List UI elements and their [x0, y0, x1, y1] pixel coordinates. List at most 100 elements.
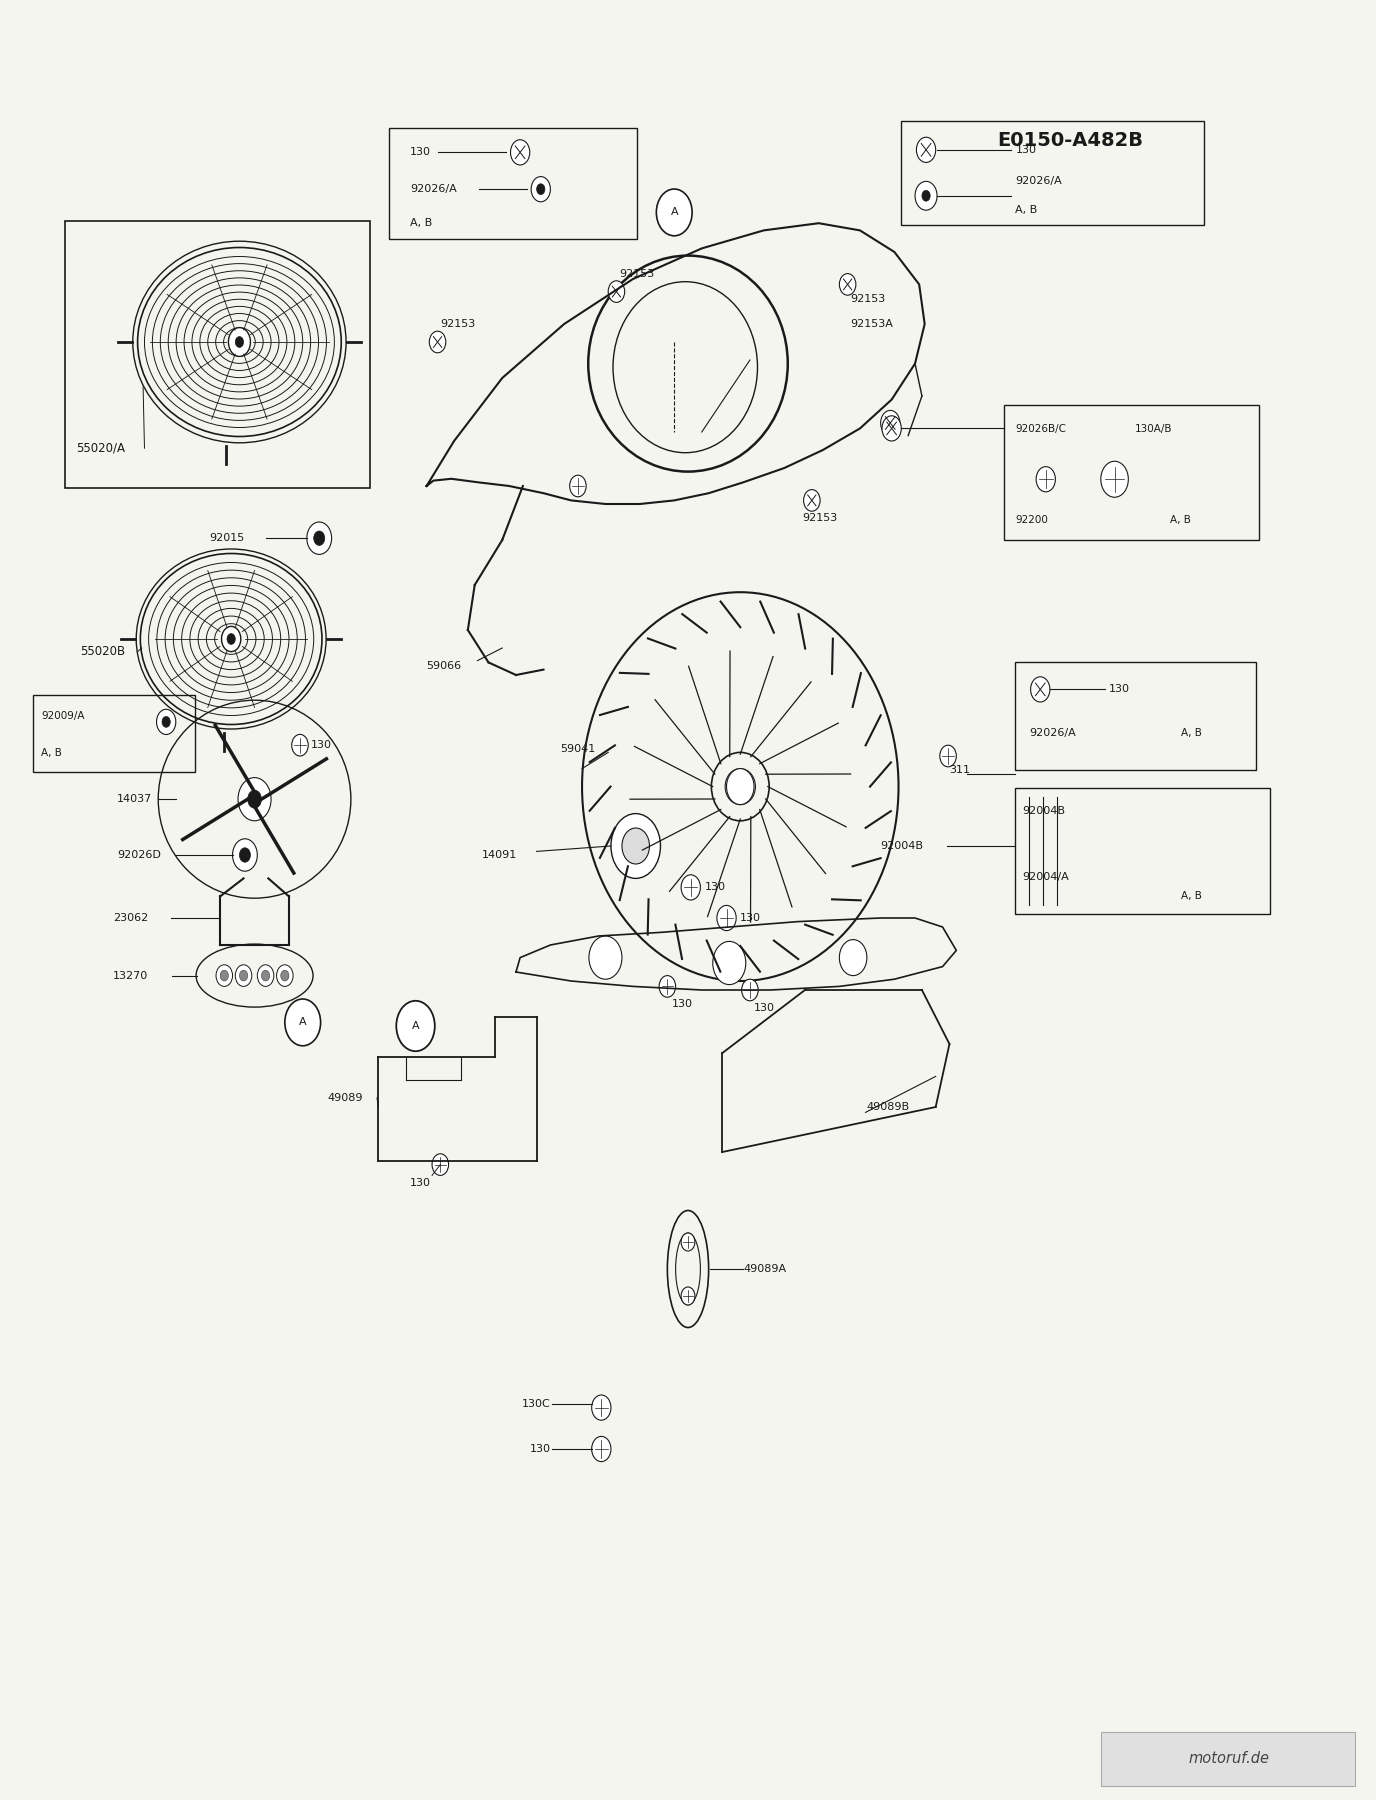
- Text: 55020B: 55020B: [80, 644, 125, 659]
- Circle shape: [1031, 677, 1050, 702]
- Text: 55020/A: 55020/A: [76, 441, 125, 455]
- Circle shape: [285, 999, 321, 1046]
- Text: 92153A: 92153A: [850, 319, 893, 329]
- Circle shape: [659, 976, 676, 997]
- Bar: [33, 695, 195, 772]
- Circle shape: [915, 182, 937, 211]
- Circle shape: [216, 965, 233, 986]
- Text: 130: 130: [311, 740, 332, 751]
- Circle shape: [157, 709, 176, 734]
- Bar: [901, 121, 1204, 225]
- Circle shape: [622, 828, 649, 864]
- Circle shape: [916, 137, 936, 162]
- Text: 92026/A: 92026/A: [1029, 727, 1076, 738]
- Circle shape: [432, 1154, 449, 1175]
- Bar: [389, 128, 637, 239]
- Text: 311: 311: [949, 765, 970, 776]
- Circle shape: [261, 970, 270, 981]
- Circle shape: [281, 970, 289, 981]
- Bar: [65, 221, 370, 488]
- Text: 59066: 59066: [427, 661, 462, 671]
- Circle shape: [611, 814, 660, 878]
- Circle shape: [314, 531, 325, 545]
- Text: 14091: 14091: [482, 850, 517, 860]
- Text: 49089A: 49089A: [743, 1264, 786, 1274]
- Text: 92015: 92015: [209, 533, 245, 544]
- Text: 130: 130: [1015, 144, 1036, 155]
- Text: 23062: 23062: [113, 913, 149, 923]
- Circle shape: [307, 522, 332, 554]
- Circle shape: [222, 626, 241, 652]
- Text: 130C: 130C: [522, 1399, 550, 1409]
- Circle shape: [1036, 466, 1055, 491]
- Text: 13270: 13270: [113, 970, 149, 981]
- Text: 92004B: 92004B: [881, 841, 923, 851]
- Bar: [1015, 788, 1270, 914]
- Circle shape: [248, 790, 261, 808]
- Circle shape: [922, 191, 930, 202]
- Circle shape: [592, 1395, 611, 1420]
- Text: 92004/A: 92004/A: [1022, 871, 1069, 882]
- Circle shape: [881, 410, 900, 436]
- Bar: [1101, 1732, 1355, 1786]
- Text: 92009/A: 92009/A: [41, 711, 85, 722]
- Text: 49089: 49089: [327, 1093, 363, 1103]
- Text: 92200: 92200: [1015, 515, 1049, 526]
- Text: 130: 130: [1109, 684, 1130, 695]
- Circle shape: [592, 1436, 611, 1462]
- Text: 130: 130: [410, 148, 431, 157]
- Circle shape: [727, 769, 754, 805]
- Text: 92026B/C: 92026B/C: [1015, 425, 1066, 434]
- Circle shape: [804, 490, 820, 511]
- Circle shape: [839, 940, 867, 976]
- Text: 92153: 92153: [850, 293, 886, 304]
- Circle shape: [537, 184, 545, 194]
- Circle shape: [233, 839, 257, 871]
- Text: 130A/B: 130A/B: [1135, 425, 1172, 434]
- Circle shape: [570, 475, 586, 497]
- Text: 59041: 59041: [560, 743, 596, 754]
- Text: 92004B: 92004B: [1022, 806, 1065, 815]
- Text: 130: 130: [754, 1003, 775, 1013]
- Circle shape: [235, 337, 244, 347]
- Text: A: A: [299, 1017, 307, 1028]
- Text: A, B: A, B: [1015, 205, 1038, 216]
- Text: A, B: A, B: [41, 747, 62, 758]
- Circle shape: [429, 331, 446, 353]
- Text: 92026/A: 92026/A: [410, 184, 457, 194]
- Circle shape: [510, 140, 530, 166]
- Circle shape: [681, 1233, 695, 1251]
- Text: E0150-A482B: E0150-A482B: [998, 131, 1143, 149]
- Circle shape: [839, 274, 856, 295]
- Circle shape: [227, 634, 235, 644]
- Circle shape: [292, 734, 308, 756]
- Circle shape: [396, 1001, 435, 1051]
- Circle shape: [257, 965, 274, 986]
- Circle shape: [713, 941, 746, 985]
- Text: 92153: 92153: [802, 513, 838, 524]
- Circle shape: [681, 875, 700, 900]
- Text: A: A: [670, 207, 678, 218]
- Circle shape: [531, 176, 550, 202]
- Text: 130: 130: [410, 1177, 431, 1188]
- Text: 49089B: 49089B: [867, 1102, 910, 1112]
- Text: 92153: 92153: [440, 319, 476, 329]
- Circle shape: [235, 965, 252, 986]
- Text: 14037: 14037: [117, 794, 153, 805]
- Text: 130: 130: [740, 913, 761, 923]
- Text: 92153: 92153: [619, 268, 655, 279]
- Circle shape: [656, 189, 692, 236]
- Circle shape: [589, 936, 622, 979]
- Circle shape: [940, 745, 956, 767]
- Circle shape: [228, 328, 250, 356]
- Circle shape: [608, 281, 625, 302]
- Circle shape: [239, 848, 250, 862]
- Circle shape: [742, 979, 758, 1001]
- Circle shape: [1101, 461, 1128, 497]
- Text: A: A: [411, 1021, 420, 1031]
- Text: A, B: A, B: [1181, 727, 1201, 738]
- Circle shape: [882, 416, 901, 441]
- Circle shape: [239, 970, 248, 981]
- Text: A, B: A, B: [410, 218, 432, 227]
- Text: motoruf.de: motoruf.de: [1189, 1751, 1269, 1766]
